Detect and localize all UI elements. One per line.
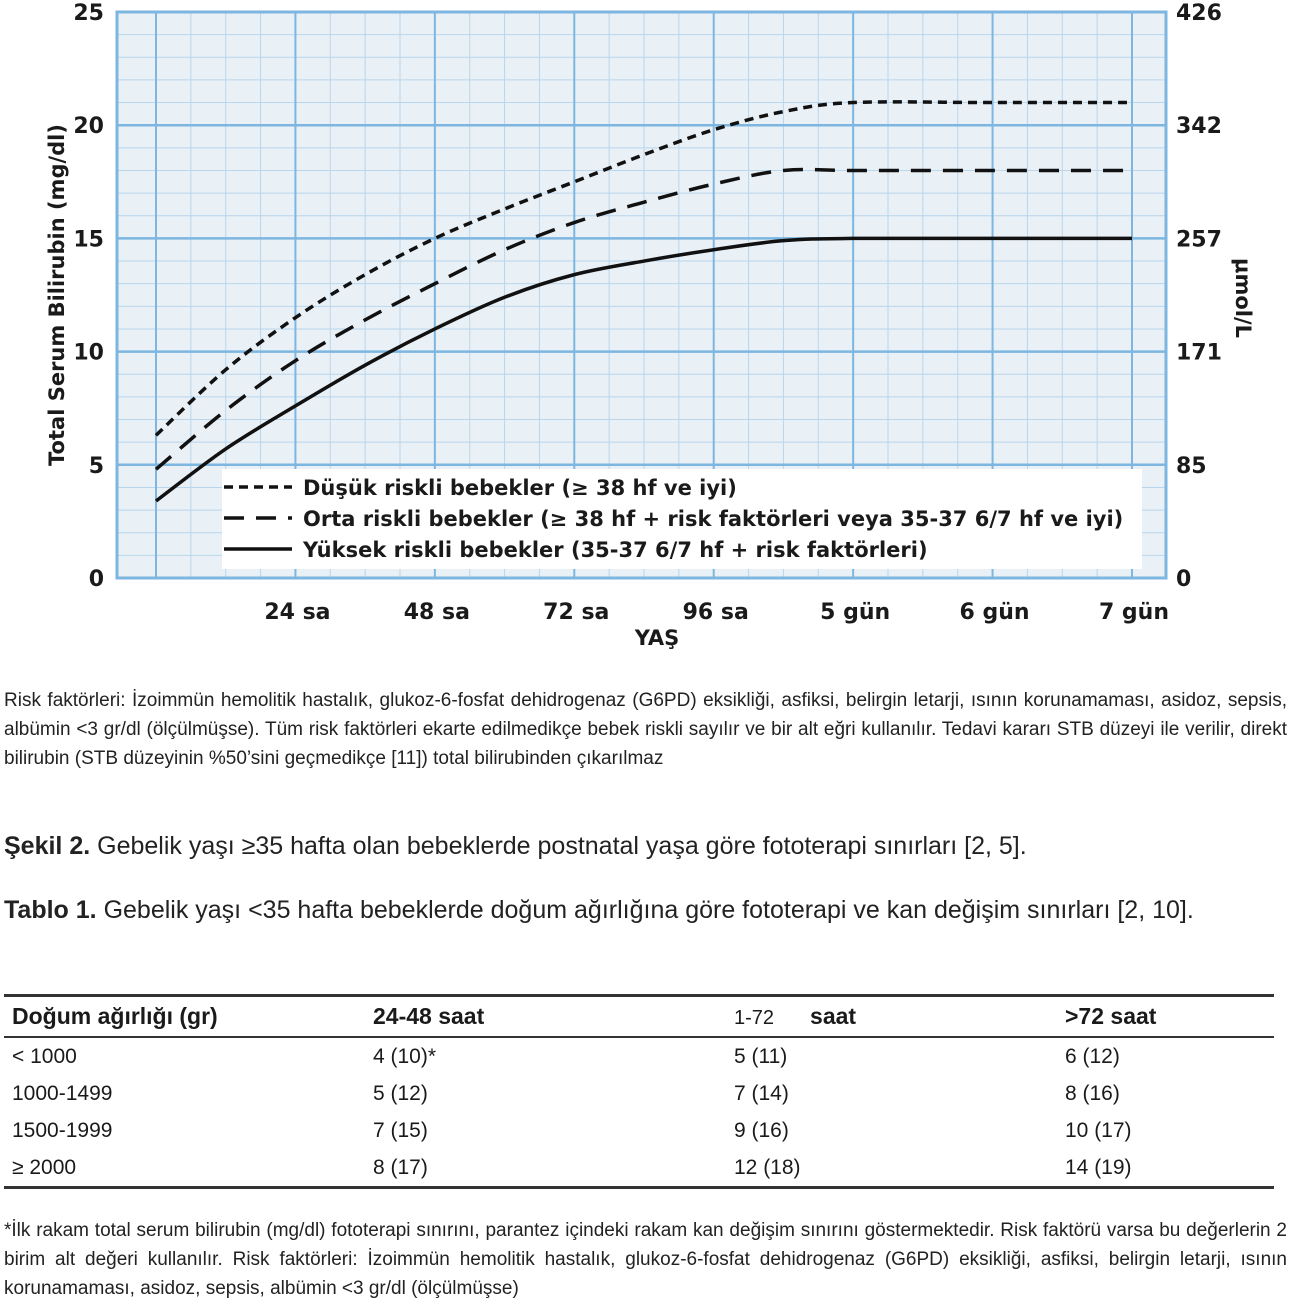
y2-tick-label: 171 (1176, 341, 1222, 366)
x-tick-label: 6 gün (960, 600, 1030, 625)
table-cell: 1000-1499 (12, 1082, 113, 1105)
y2-tick-label: 257 (1176, 227, 1222, 252)
table-cell: 7 (14) (734, 1082, 789, 1105)
x-tick-label: 96 sa (683, 600, 749, 625)
bilirubin-chart: Düşük riskli bebekler (≥ 38 hf ve iyi) Or… (45, 1, 1255, 650)
legend-label: Düşük riskli bebekler (≥ 38 hf ve iyi) (303, 476, 737, 500)
x-tick-label: 5 gün (820, 600, 890, 625)
y2-tick-label: 85 (1176, 454, 1207, 479)
table-cell: 1500-1999 (12, 1119, 113, 1142)
table-cell: 10 (17) (1065, 1119, 1132, 1142)
x-tick-label: 24 sa (264, 600, 330, 625)
table-row: ≥ 2000 8 (17) 12 (18) 14 (19) (4, 1149, 1274, 1189)
table-cell: < 1000 (12, 1045, 77, 1068)
table-row: 1000-1499 5 (12) 7 (14) 8 (16) (4, 1075, 1274, 1112)
x-tick-label: 48 sa (404, 600, 470, 625)
y2-tick-label: 0 (1176, 567, 1191, 592)
legend-label: Orta riskli bebekler (≥ 38 hf + risk fak… (303, 507, 1123, 531)
y-axis-title: Total Serum Bilirubin (mg/dl) (45, 124, 69, 466)
series-line-solid (154, 236, 1132, 503)
figure-caption: Şekil 2. Gebelik yaşı ≥35 hafta olan beb… (4, 829, 1287, 864)
legend-label: Yüksek riskli bebekler (35-37 6/7 hf + r… (302, 538, 928, 562)
table-caption-label: Tablo 1. (4, 896, 97, 924)
x-tick-label: 7 gün (1099, 600, 1169, 625)
figure-caption-label: Şekil 2. (4, 832, 91, 860)
header-49-72-unit: saat (810, 1003, 857, 1029)
table-footnote: *İlk rakam total serum bilirubin (mg/dl)… (4, 1220, 1287, 1299)
table-cell: 14 (19) (1057, 1149, 1274, 1189)
series-line-dotted (154, 100, 1132, 437)
plot-frame (115, 10, 1168, 580)
y-tick-label: 20 (73, 114, 104, 139)
y2-tick-label: 342 (1176, 114, 1222, 139)
header-over-72: >72 saat (1057, 994, 1274, 1038)
table-row: < 1000 4 (10)* 5 (11) 6 (12) (4, 1037, 1274, 1075)
table-cell: 6 (12) (1065, 1045, 1120, 1068)
table-cell: ≥ 2000 (4, 1149, 365, 1189)
table-header-row: Doğum ağırlığı (gr) 24-48 saat 1-72 saat … (4, 994, 1274, 1038)
x-axis-title: YAŞ (634, 626, 680, 650)
table-cell: 9 (16) (734, 1119, 789, 1142)
table-caption: Tablo 1. Gebelik yaşı <35 hafta bebekler… (4, 893, 1287, 928)
series-line-dashed (154, 167, 1132, 471)
y-tick-label: 0 (89, 567, 104, 592)
table-cell: 4 (10)* (373, 1045, 437, 1068)
legend-box (222, 469, 1142, 569)
table-cell: 8 (17) (365, 1149, 726, 1189)
phototherapy-table: Doğum ağırlığı (gr) 24-48 saat 1-72 saat … (4, 994, 1274, 1189)
y2-tick-label: 426 (1176, 1, 1222, 26)
figure-caption-text: Gebelik yaşı ≥35 hafta olan bebeklerde p… (97, 832, 1027, 860)
table-cell: 12 (18) (726, 1149, 1057, 1189)
table-caption-text: Gebelik yaşı <35 hafta bebeklerde doğum … (103, 896, 1194, 924)
table-cell: 5 (12) (373, 1082, 428, 1105)
table-cell: 8 (16) (1065, 1082, 1120, 1105)
table-row: 1500-1999 7 (15) 9 (16) 10 (17) (4, 1112, 1274, 1149)
y-tick-label: 10 (73, 341, 104, 366)
header-49-72-range: 1-72 (734, 1007, 775, 1029)
risk-factors-note: Risk faktörleri: İzoimmün hemolitik hast… (4, 690, 1287, 769)
x-tick-label: 72 sa (543, 600, 609, 625)
header-birth-weight: Doğum ağırlığı (gr) (4, 994, 365, 1038)
y-tick-label: 15 (73, 227, 104, 252)
y-tick-label: 25 (73, 1, 104, 26)
y2-axis-title: μmol/L (1231, 258, 1255, 338)
header-49-72: 1-72 saat (726, 994, 1057, 1038)
y-tick-label: 5 (89, 454, 104, 479)
header-24-48: 24-48 saat (365, 994, 726, 1038)
table-cell: 7 (15) (373, 1119, 428, 1142)
table-cell: 5 (11) (734, 1045, 788, 1068)
